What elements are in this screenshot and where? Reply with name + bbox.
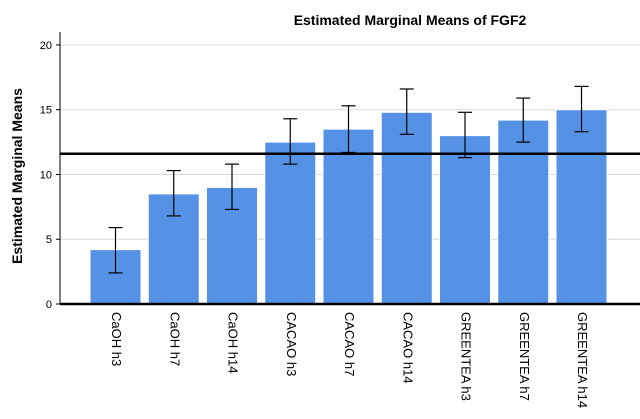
x-tick-label: GREENTEA h3 — [459, 312, 474, 401]
chart-title: Estimated Marginal Means of FGF2 — [293, 12, 527, 28]
error-bar — [225, 163, 239, 211]
error-bar — [108, 226, 123, 274]
x-tick-label: CaOH h7 — [167, 312, 182, 366]
y-tick-label: 20 — [40, 40, 52, 52]
y-tick-label: 5 — [46, 234, 52, 246]
error-bar — [283, 118, 298, 165]
x-tick-label: CaOH h14 — [226, 312, 241, 373]
error-bar — [516, 97, 531, 143]
x-tick-label: CACAO h7 — [342, 312, 357, 376]
x-tick-label: CACAO h3 — [284, 312, 299, 376]
x-tick-label: CaOH h3 — [109, 312, 124, 366]
bar — [322, 128, 375, 305]
x-tick-labels: CaOH h3 CaOH h7 CaOH h14 CACAO h3 CACAO h7 CA… — [109, 312, 590, 408]
error-bar — [574, 85, 589, 133]
error-bar — [399, 88, 414, 135]
error-bar — [458, 111, 472, 159]
error-bar — [341, 105, 356, 154]
y-tick-label: 0 — [46, 299, 52, 311]
bar — [555, 109, 608, 305]
bar — [439, 135, 491, 305]
x-tick-label: CACAO h14 — [400, 312, 415, 384]
bar — [380, 111, 433, 305]
y-tick-labels: 0 5 10 15 20 — [40, 40, 52, 311]
axes — [56, 32, 640, 306]
bar — [264, 141, 317, 305]
y-tick-label: 10 — [40, 169, 52, 181]
x-tick-label: GREENTEA h7 — [517, 312, 532, 401]
error-bar — [166, 169, 181, 217]
y-tick-label: 15 — [40, 105, 52, 117]
x-tick-label: GREENTEA h14 — [575, 312, 590, 408]
bar — [497, 119, 550, 305]
bars — [89, 85, 608, 305]
